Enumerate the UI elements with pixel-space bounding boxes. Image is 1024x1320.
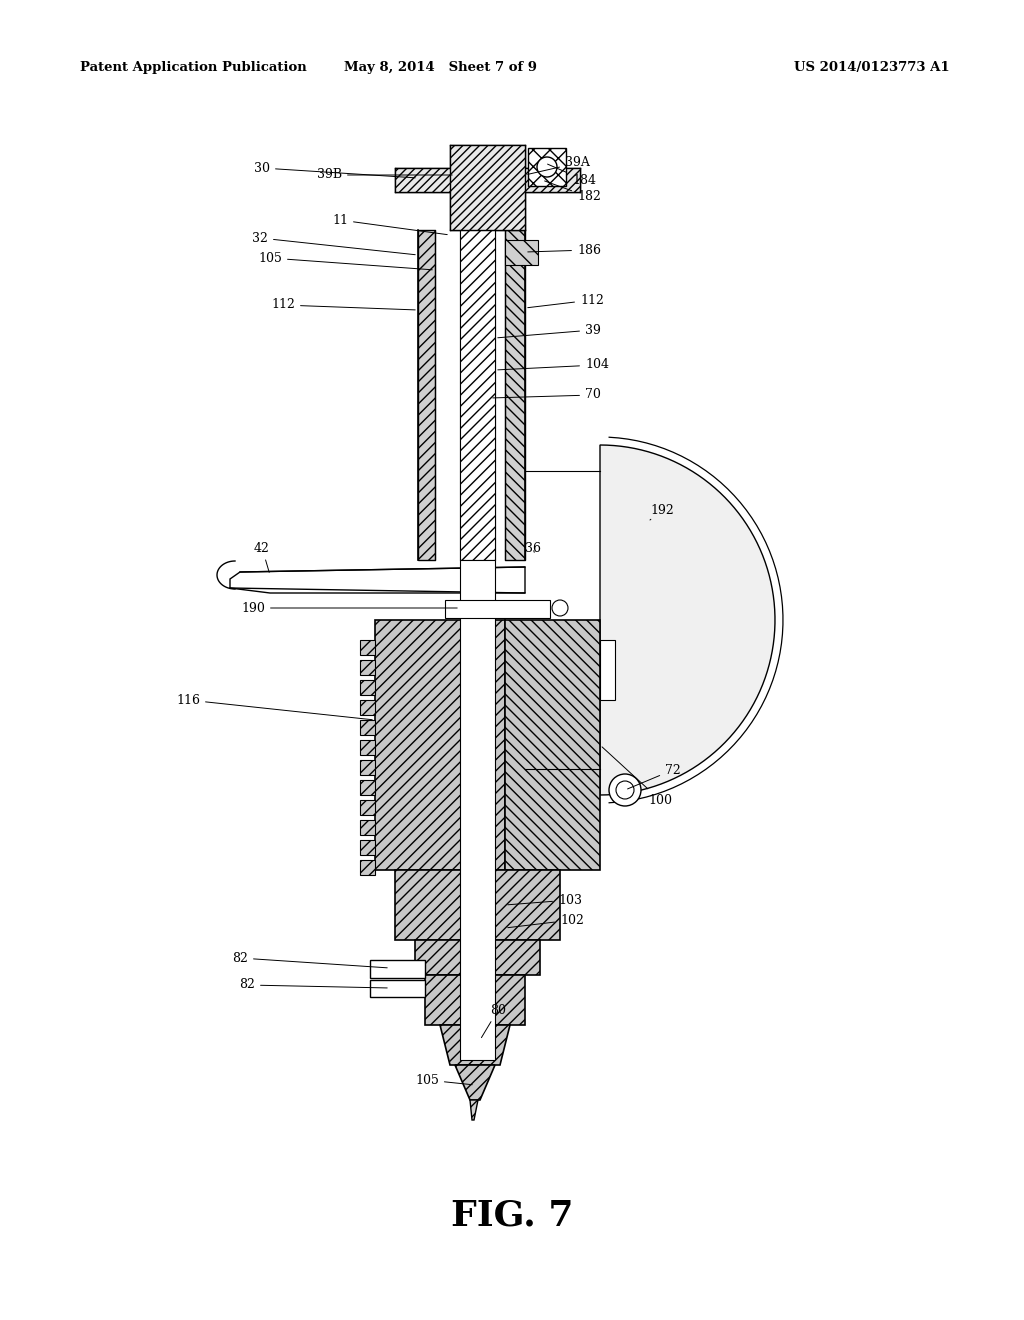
Circle shape [552,601,568,616]
Polygon shape [370,979,425,997]
Text: 116: 116 [176,693,373,719]
Polygon shape [360,680,375,696]
Text: 192: 192 [650,503,674,520]
Polygon shape [360,861,375,875]
Polygon shape [425,975,525,1026]
Circle shape [609,774,641,807]
Polygon shape [470,1100,478,1119]
Polygon shape [360,760,375,775]
Text: US 2014/0123773 A1: US 2014/0123773 A1 [795,62,950,74]
Polygon shape [418,230,435,560]
Polygon shape [395,870,560,940]
Polygon shape [360,719,375,735]
Text: 105: 105 [258,252,432,269]
Polygon shape [505,620,600,870]
Polygon shape [455,1065,495,1100]
Text: 105: 105 [415,1073,472,1086]
Polygon shape [360,660,375,675]
Text: 39: 39 [498,323,601,338]
Text: 186: 186 [527,243,601,256]
Text: 30: 30 [254,161,415,178]
Text: Patent Application Publication: Patent Application Publication [80,62,307,74]
Polygon shape [505,230,525,560]
Polygon shape [445,601,550,618]
Polygon shape [460,560,495,1060]
Polygon shape [600,640,615,700]
Text: 182: 182 [545,181,601,203]
Text: FIG. 7: FIG. 7 [451,1199,573,1232]
Polygon shape [360,840,375,855]
Text: 72: 72 [628,763,681,789]
Polygon shape [360,780,375,795]
Text: 112: 112 [527,293,604,308]
Text: May 8, 2014   Sheet 7 of 9: May 8, 2014 Sheet 7 of 9 [343,62,537,74]
Polygon shape [375,620,505,870]
Polygon shape [600,445,775,795]
Polygon shape [440,1026,510,1065]
Text: 190: 190 [241,602,458,615]
Text: 80: 80 [481,1003,506,1038]
Text: 32: 32 [252,231,416,255]
Text: 184: 184 [548,164,596,186]
Polygon shape [360,640,375,655]
Polygon shape [415,940,540,975]
Text: 11: 11 [332,214,447,235]
Polygon shape [230,568,525,593]
Text: 82: 82 [232,952,387,968]
Text: 70: 70 [493,388,601,401]
Text: 42: 42 [254,541,270,573]
Polygon shape [370,960,425,978]
Text: 104: 104 [498,359,609,371]
Polygon shape [528,148,566,186]
Circle shape [537,157,557,177]
Polygon shape [360,700,375,715]
Polygon shape [360,741,375,755]
Polygon shape [395,168,580,191]
Text: 39A: 39A [527,157,590,174]
Polygon shape [360,820,375,836]
Circle shape [616,781,634,799]
Text: 82: 82 [240,978,387,991]
Polygon shape [360,800,375,814]
Text: 100: 100 [602,747,672,807]
Text: 36: 36 [525,541,541,554]
Polygon shape [450,145,525,230]
Polygon shape [505,240,538,265]
Text: 39B: 39B [316,169,453,181]
Text: 103: 103 [508,894,582,907]
Polygon shape [460,230,495,560]
Text: 102: 102 [508,913,584,928]
Text: 112: 112 [271,298,415,312]
